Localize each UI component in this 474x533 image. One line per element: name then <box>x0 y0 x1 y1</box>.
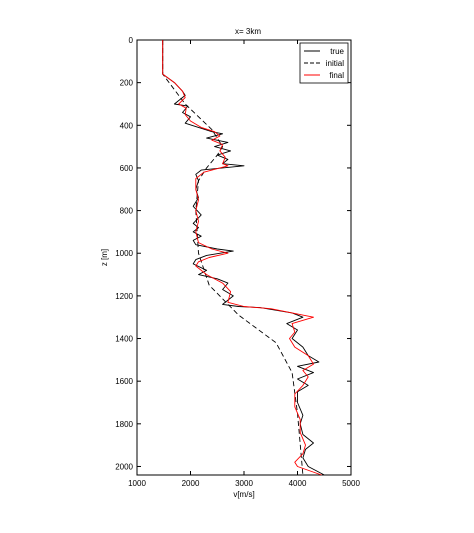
y-tick-label-1400: 1400 <box>115 335 133 344</box>
legend-label-true: true <box>330 47 344 56</box>
y-tick-label-0: 0 <box>129 36 134 45</box>
x-tick-label-1000: 1000 <box>128 479 146 488</box>
x-tick-label-3000: 3000 <box>235 479 253 488</box>
legend-label-initial: initial <box>326 59 344 68</box>
y-tick-label-1600: 1600 <box>115 377 133 386</box>
chart-title: x= 3km <box>235 27 261 36</box>
axis-ticks: 1000 2000 3000 4000 5000 0 200 400 600 800 1000 120… <box>115 36 360 488</box>
y-axis-label: z [m] <box>100 249 109 266</box>
y-tick-label-1200: 1200 <box>115 292 133 301</box>
x-tick-label-5000: 5000 <box>342 479 360 488</box>
y-tick-label-800: 800 <box>120 207 134 216</box>
y-tick-label-1000: 1000 <box>115 249 133 258</box>
legend: true initial final <box>299 42 349 84</box>
x-tick-label-2000: 2000 <box>182 479 200 488</box>
x-tick-label-4000: 4000 <box>289 479 307 488</box>
y-tick-label-400: 400 <box>120 121 134 130</box>
series-line-true <box>162 40 325 476</box>
plot-frame <box>136 39 352 476</box>
x-axis-label: v[m/s] <box>233 490 254 499</box>
series-layer <box>162 40 325 476</box>
plot-area: 1000 2000 3000 4000 5000 0 200 400 600 800 1000 120… <box>115 36 360 488</box>
y-tick-label-600: 600 <box>120 164 134 173</box>
y-tick-label-1800: 1800 <box>115 420 133 429</box>
y-tick-label-200: 200 <box>120 79 134 88</box>
series-line-final <box>162 40 322 476</box>
series-line-initial <box>162 40 304 476</box>
y-tick-label-2000: 2000 <box>115 462 133 471</box>
legend-label-final: final <box>329 71 344 80</box>
